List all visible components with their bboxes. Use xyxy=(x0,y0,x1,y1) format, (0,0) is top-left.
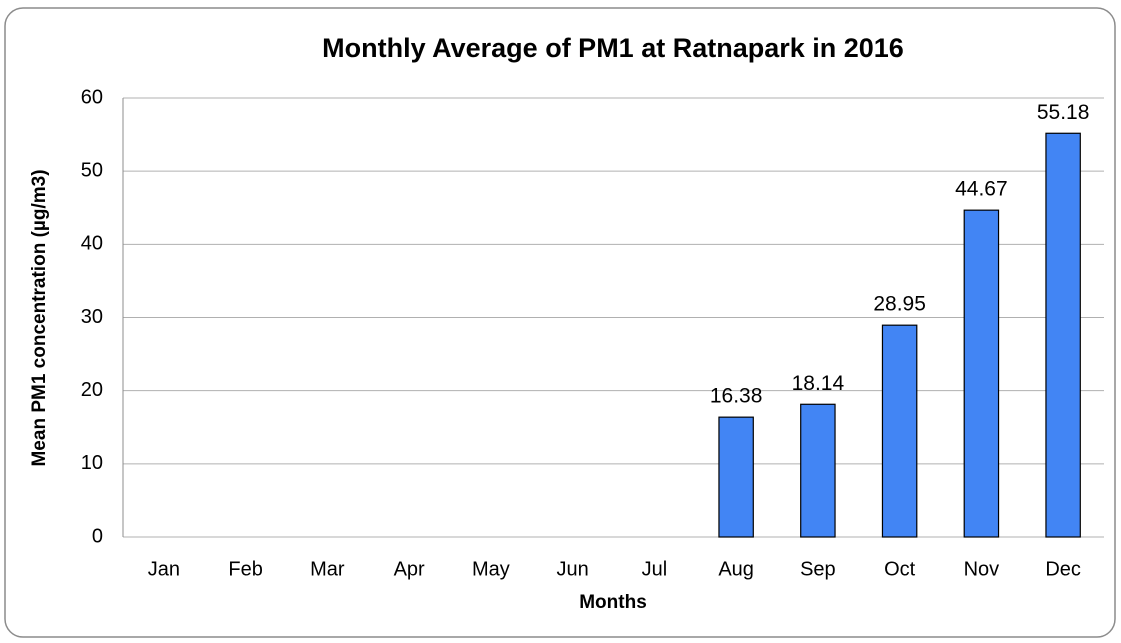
bar xyxy=(800,403,836,538)
x-tick-label: Nov xyxy=(964,558,1000,580)
y-axis-title: Mean PM1 concentration (µg/m3) xyxy=(29,169,50,466)
x-tick-label: Jul xyxy=(642,558,668,580)
x-tick-label: Jun xyxy=(557,558,589,580)
bar xyxy=(718,416,754,538)
y-tick-label: 30 xyxy=(81,306,103,328)
x-tick-label: Sep xyxy=(800,558,836,580)
x-tick-label: May xyxy=(472,558,510,580)
y-tick-label: 40 xyxy=(81,233,103,255)
bar xyxy=(1045,132,1081,538)
y-tick-label: 50 xyxy=(81,159,103,181)
x-tick-label: Apr xyxy=(394,558,425,580)
data-label: 44.67 xyxy=(955,178,1008,201)
y-tick-label: 20 xyxy=(81,379,103,401)
x-tick-label: Mar xyxy=(310,558,345,580)
bar xyxy=(963,209,1000,538)
data-label: 18.14 xyxy=(792,372,845,395)
x-tick-label: Feb xyxy=(228,558,262,580)
x-tick-label: Jan xyxy=(148,558,180,580)
y-tick-label: 10 xyxy=(81,452,103,474)
x-tick-label: Oct xyxy=(884,558,916,580)
data-label: 55.18 xyxy=(1037,101,1090,124)
chart-border xyxy=(4,7,1116,638)
x-axis-title: Months xyxy=(579,592,647,613)
x-tick-label: Aug xyxy=(718,558,754,580)
bar xyxy=(881,324,918,538)
y-tick-label: 0 xyxy=(92,525,103,547)
data-label: 28.95 xyxy=(873,293,926,316)
chart-title: Monthly Average of PM1 at Ratnapark in 2… xyxy=(322,33,904,63)
x-tick-label: Dec xyxy=(1045,558,1081,580)
data-label: 16.38 xyxy=(710,385,763,408)
y-tick-label: 60 xyxy=(81,86,103,108)
